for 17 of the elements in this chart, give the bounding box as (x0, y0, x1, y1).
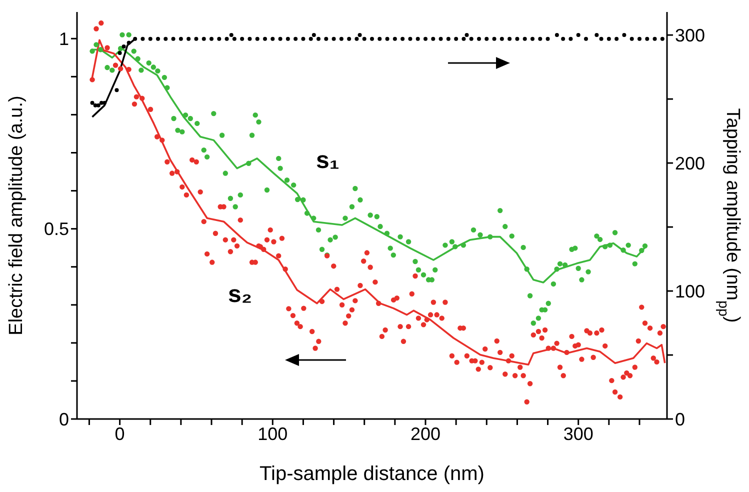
x-tick-label: 100 (258, 424, 288, 444)
y2-tick-label: 300 (675, 25, 706, 46)
x-tick-label: 200 (410, 424, 441, 444)
x-axis-title: Tip-sample distance (nm) (260, 463, 484, 485)
y-axis-title: Electric field amplitude (a.u.) (6, 96, 27, 336)
series-label: s₂ (228, 281, 252, 308)
line-series (90, 39, 666, 366)
x-tick-label: 300 (563, 424, 594, 444)
y2-tick-label: 200 (675, 153, 706, 174)
y2-tick-label: 100 (675, 281, 706, 302)
y-tick-label: 1 (58, 29, 69, 50)
x-tick-label: 0 (114, 424, 125, 444)
y-tick-label: 0.5 (44, 219, 69, 240)
y2-tick-label: 0 (675, 409, 686, 430)
series-label: s₁ (316, 147, 340, 174)
line-series (91, 38, 136, 118)
y-tick-label: 0 (58, 409, 69, 430)
